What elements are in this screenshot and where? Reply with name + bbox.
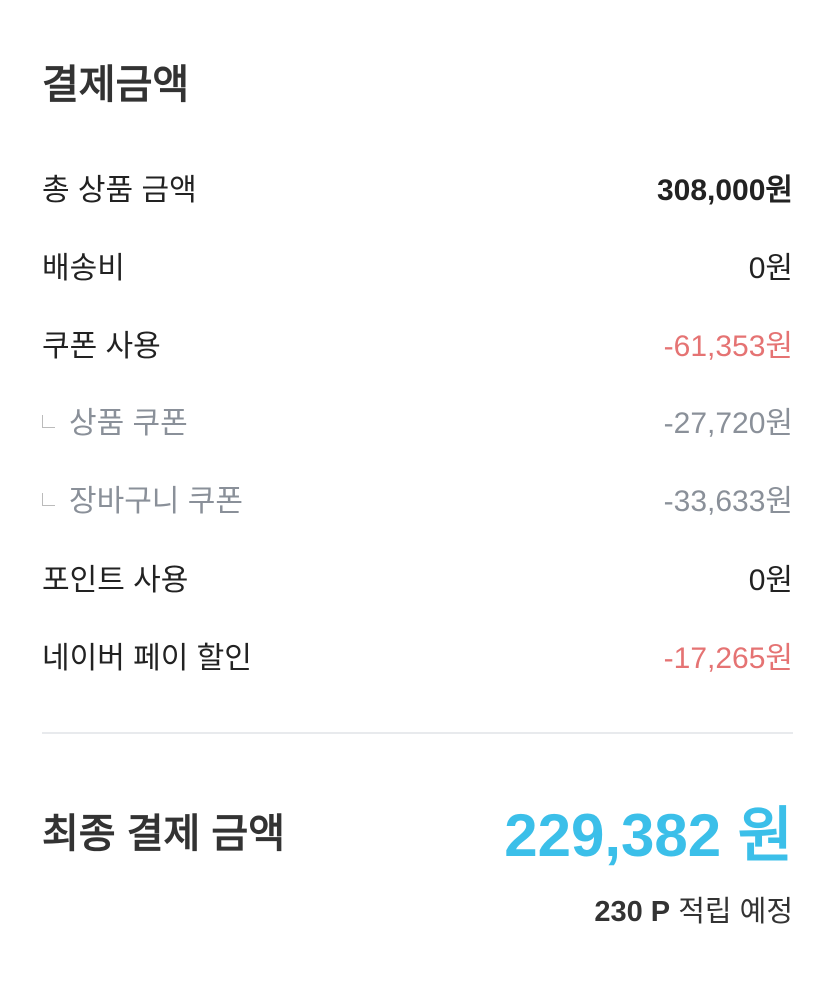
row-total-product: 총 상품 금액 308,000원 — [42, 167, 793, 207]
row-value: -17,265원 — [663, 642, 793, 675]
sub-item-corner-icon — [42, 414, 55, 428]
section-title: 결제금액 — [42, 63, 190, 107]
row-label-wrap: 장바구니 쿠폰 — [42, 476, 243, 520]
row-label: 총 상품 금액 — [42, 174, 197, 207]
row-label: 네이버 페이 할인 — [42, 642, 252, 675]
row-label: 상품 쿠폰 — [69, 407, 188, 440]
points-earn-info: 230 P 적립 예정 — [594, 888, 793, 930]
row-points: 포인트 사용 0원 — [42, 557, 793, 597]
points-amount: 230 P — [594, 896, 671, 928]
divider — [42, 732, 793, 734]
final-amount-value: 229,382 원 — [504, 801, 793, 869]
row-value: -27,720원 — [663, 407, 793, 440]
final-amount-row: 최종 결제 금액 229,382 원 — [42, 790, 793, 870]
row-value: 0원 — [748, 564, 793, 597]
points-text: 적립 예정 — [678, 896, 793, 928]
row-label: 쿠폰 사용 — [42, 330, 161, 363]
sub-item-corner-icon — [42, 492, 55, 506]
row-value: 0원 — [748, 252, 793, 285]
row-value: 308,000원 — [656, 174, 793, 207]
row-label: 포인트 사용 — [42, 564, 189, 597]
row-label-wrap: 상품 쿠폰 — [42, 398, 188, 442]
row-label: 배송비 — [42, 252, 125, 285]
row-value: -33,633원 — [663, 485, 793, 518]
row-product-coupon: 상품 쿠폰 -27,720원 — [42, 400, 793, 440]
row-value: -61,353원 — [663, 330, 793, 363]
row-shipping: 배송비 0원 — [42, 245, 793, 285]
row-naverpay-discount: 네이버 페이 할인 -17,265원 — [42, 635, 793, 675]
row-coupon: 쿠폰 사용 -61,353원 — [42, 323, 793, 363]
row-label: 장바구니 쿠폰 — [69, 485, 243, 518]
final-amount-label: 최종 결제 금액 — [42, 812, 286, 856]
row-cart-coupon: 장바구니 쿠폰 -33,633원 — [42, 478, 793, 518]
